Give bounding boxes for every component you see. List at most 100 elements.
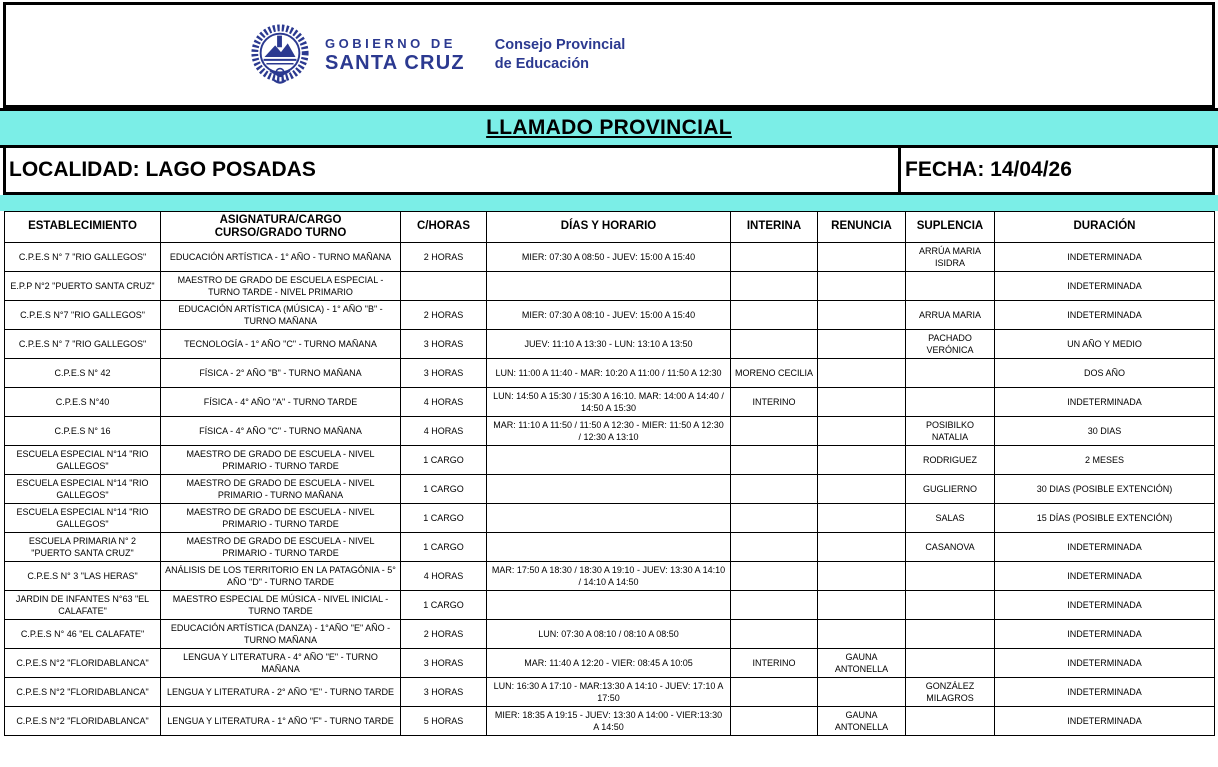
table-row: C.P.E.S N° 7 "RIO GALLEGOS" TECNOLOGÍA - … xyxy=(4,329,1215,359)
cell-renuncia: GAUNA ANTONELLA xyxy=(817,706,906,736)
cell-establecimiento: C.P.E.S N° 46 "EL CALAFATE" xyxy=(4,619,161,649)
cell-suplencia: RODRIGUEZ xyxy=(905,445,995,475)
cell-establecimiento: C.P.E.S N°7 "RIO GALLEGOS" xyxy=(4,300,161,330)
cell-interina xyxy=(730,416,818,446)
cell-c-horas: 1 CARGO xyxy=(400,474,487,504)
separator-band xyxy=(0,195,1218,211)
cell-c-horas: 2 HORAS xyxy=(400,619,487,649)
cell-renuncia xyxy=(817,561,906,591)
cell-asignatura-cargo: FÍSICA - 2° AÑO "B" - TURNO MAÑANA xyxy=(160,358,401,388)
cell-renuncia xyxy=(817,329,906,359)
cell-c-horas: 1 CARGO xyxy=(400,532,487,562)
cell-interina xyxy=(730,619,818,649)
cell-duracion: DOS AÑO xyxy=(994,358,1215,388)
table-row: C.P.E.S N° 7 "RIO GALLEGOS" EDUCACIÓN ART… xyxy=(4,242,1215,272)
consejo-line2: de Educación xyxy=(494,56,590,72)
cell-c-horas: 3 HORAS xyxy=(400,677,487,707)
column-header-c-horas: C/HORAS xyxy=(400,211,487,243)
cell-asignatura-cargo: LENGUA Y LITERATURA - 4° AÑO "E" - TURNO… xyxy=(160,648,401,678)
localidad-fecha-row: LOCALIDAD: LAGO POSADAS FECHA: 14/04/26 xyxy=(3,148,1215,195)
cell-establecimiento: E.P.P N°2 "PUERTO SANTA CRUZ" xyxy=(4,271,161,301)
cell-duracion: 15 DÍAS (POSIBLE EXTENCIÓN) xyxy=(994,503,1215,533)
cell-interina xyxy=(730,329,818,359)
cell-renuncia xyxy=(817,416,906,446)
cell-dias-horario: MAR: 11:10 A 11:50 / 11:50 A 12:30 - MIE… xyxy=(486,416,731,446)
llamado-table-head: ESTABLECIMIENTO ASIGNATURA/CARGO CURSO/GR… xyxy=(4,211,1215,243)
table-row: C.P.E.S N° 42 FÍSICA - 2° AÑO "B" - TURNO… xyxy=(4,358,1215,388)
gobierno-de-text: GOBIERNO DE xyxy=(325,35,456,51)
cell-dias-horario: LUN: 14:50 A 15:30 / 15:30 A 16:10. MAR:… xyxy=(486,387,731,417)
cell-dias-horario: MAR: 17:50 A 18:30 / 18:30 A 19:10 - JUE… xyxy=(486,561,731,591)
cell-dias-horario: MAR: 11:40 A 12:20 - VIER: 08:45 A 10:05 xyxy=(486,648,731,678)
column-header-duracion: DURACIÓN xyxy=(994,211,1215,243)
cell-suplencia xyxy=(905,648,995,678)
cell-establecimiento: C.P.E.S N° 16 xyxy=(4,416,161,446)
cell-interina xyxy=(730,561,818,591)
header-row: ESTABLECIMIENTO ASIGNATURA/CARGO CURSO/GR… xyxy=(4,211,1215,243)
cell-renuncia xyxy=(817,445,906,475)
cell-interina: INTERINO xyxy=(730,648,818,678)
cell-duracion: INDETERMINADA xyxy=(994,300,1215,330)
fecha-label: FECHA: 14/04/26 xyxy=(905,158,1072,181)
title-band: LLAMADO PROVINCIAL xyxy=(0,108,1218,148)
cell-c-horas: 1 CARGO xyxy=(400,445,487,475)
cell-duracion: 30 DIAS xyxy=(994,416,1215,446)
cell-renuncia xyxy=(817,271,906,301)
cell-interina xyxy=(730,445,818,475)
table-row: C.P.E.S N° 3 "LAS HERAS" ANÁLISIS DE LOS … xyxy=(4,561,1215,591)
cell-suplencia xyxy=(905,561,995,591)
table-row: C.P.E.S N°2 "FLORIDABLANCA" LENGUA Y LITE… xyxy=(4,677,1215,707)
cell-interina xyxy=(730,474,818,504)
cell-interina: INTERINO xyxy=(730,387,818,417)
table-row: C.P.E.S N° 46 "EL CALAFATE" EDUCACIÓN ART… xyxy=(4,619,1215,649)
cell-dias-horario xyxy=(486,503,731,533)
cell-establecimiento: C.P.E.S N°2 "FLORIDABLANCA" xyxy=(4,677,161,707)
cell-interina xyxy=(730,677,818,707)
cell-c-horas: 1 CARGO xyxy=(400,503,487,533)
cell-establecimiento: C.P.E.S N°40 xyxy=(4,387,161,417)
cell-asignatura-cargo: LENGUA Y LITERATURA - 2° AÑO "E" - TURNO… xyxy=(160,677,401,707)
cell-duracion: 30 DIAS (POSIBLE EXTENCIÓN) xyxy=(994,474,1215,504)
cell-dias-horario xyxy=(486,532,731,562)
cell-renuncia xyxy=(817,300,906,330)
cell-suplencia: CASANOVA xyxy=(905,532,995,562)
cell-interina xyxy=(730,706,818,736)
cell-suplencia xyxy=(905,590,995,620)
cell-suplencia: SALAS xyxy=(905,503,995,533)
cell-asignatura-cargo: MAESTRO DE GRADO DE ESCUELA ESPECIAL - T… xyxy=(160,271,401,301)
page-title: LLAMADO PROVINCIAL xyxy=(486,116,732,139)
column-header-dias-horario: DÍAS Y HORARIO xyxy=(486,211,731,243)
cell-duracion: INDETERMINADA xyxy=(994,619,1215,649)
cell-suplencia xyxy=(905,387,995,417)
cell-asignatura-cargo: MAESTRO DE GRADO DE ESCUELA - NIVEL PRIM… xyxy=(160,445,401,475)
cell-dias-horario: MIER: 18:35 A 19:15 - JUEV: 13:30 A 14:0… xyxy=(486,706,731,736)
cell-renuncia xyxy=(817,387,906,417)
column-header-asignatura-cargo: ASIGNATURA/CARGO CURSO/GRADO TURNO xyxy=(160,211,401,243)
cell-suplencia xyxy=(905,271,995,301)
cell-c-horas: 4 HORAS xyxy=(400,387,487,417)
cell-c-horas: 4 HORAS xyxy=(400,561,487,591)
cell-establecimiento: C.P.E.S N° 3 "LAS HERAS" xyxy=(4,561,161,591)
cell-renuncia xyxy=(817,619,906,649)
cell-c-horas: 2 HORAS xyxy=(400,300,487,330)
table-row: C.P.E.S N° 16 FÍSICA - 4° AÑO "C" - TURNO… xyxy=(4,416,1215,446)
cell-interina xyxy=(730,300,818,330)
cell-duracion: INDETERMINADA xyxy=(994,271,1215,301)
cell-c-horas: 3 HORAS xyxy=(400,358,487,388)
cell-renuncia: GAUNA ANTONELLA xyxy=(817,648,906,678)
cell-c-horas: 4 HORAS xyxy=(400,416,487,446)
cell-interina xyxy=(730,532,818,562)
cell-c-horas xyxy=(400,271,487,301)
cell-establecimiento: ESCUELA ESPECIAL N°14 "RIO GALLEGOS" xyxy=(4,474,161,504)
table-row: C.P.E.S N°2 "FLORIDABLANCA" LENGUA Y LITE… xyxy=(4,706,1215,736)
cell-duracion: UN AÑO Y MEDIO xyxy=(994,329,1215,359)
cell-interina xyxy=(730,503,818,533)
cell-c-horas: 3 HORAS xyxy=(400,648,487,678)
table-row: C.P.E.S N°7 "RIO GALLEGOS" EDUCACIÓN ARTÍ… xyxy=(4,300,1215,330)
cell-asignatura-cargo: FÍSICA - 4° AÑO "A" - TURNO TARDE xyxy=(160,387,401,417)
letterhead: GOBIERNO DE SANTA CRUZ Consejo Provincia… xyxy=(3,2,1215,108)
cell-duracion: INDETERMINADA xyxy=(994,648,1215,678)
cell-c-horas: 3 HORAS xyxy=(400,329,487,359)
cell-asignatura-cargo: MAESTRO DE GRADO DE ESCUELA - NIVEL PRIM… xyxy=(160,532,401,562)
